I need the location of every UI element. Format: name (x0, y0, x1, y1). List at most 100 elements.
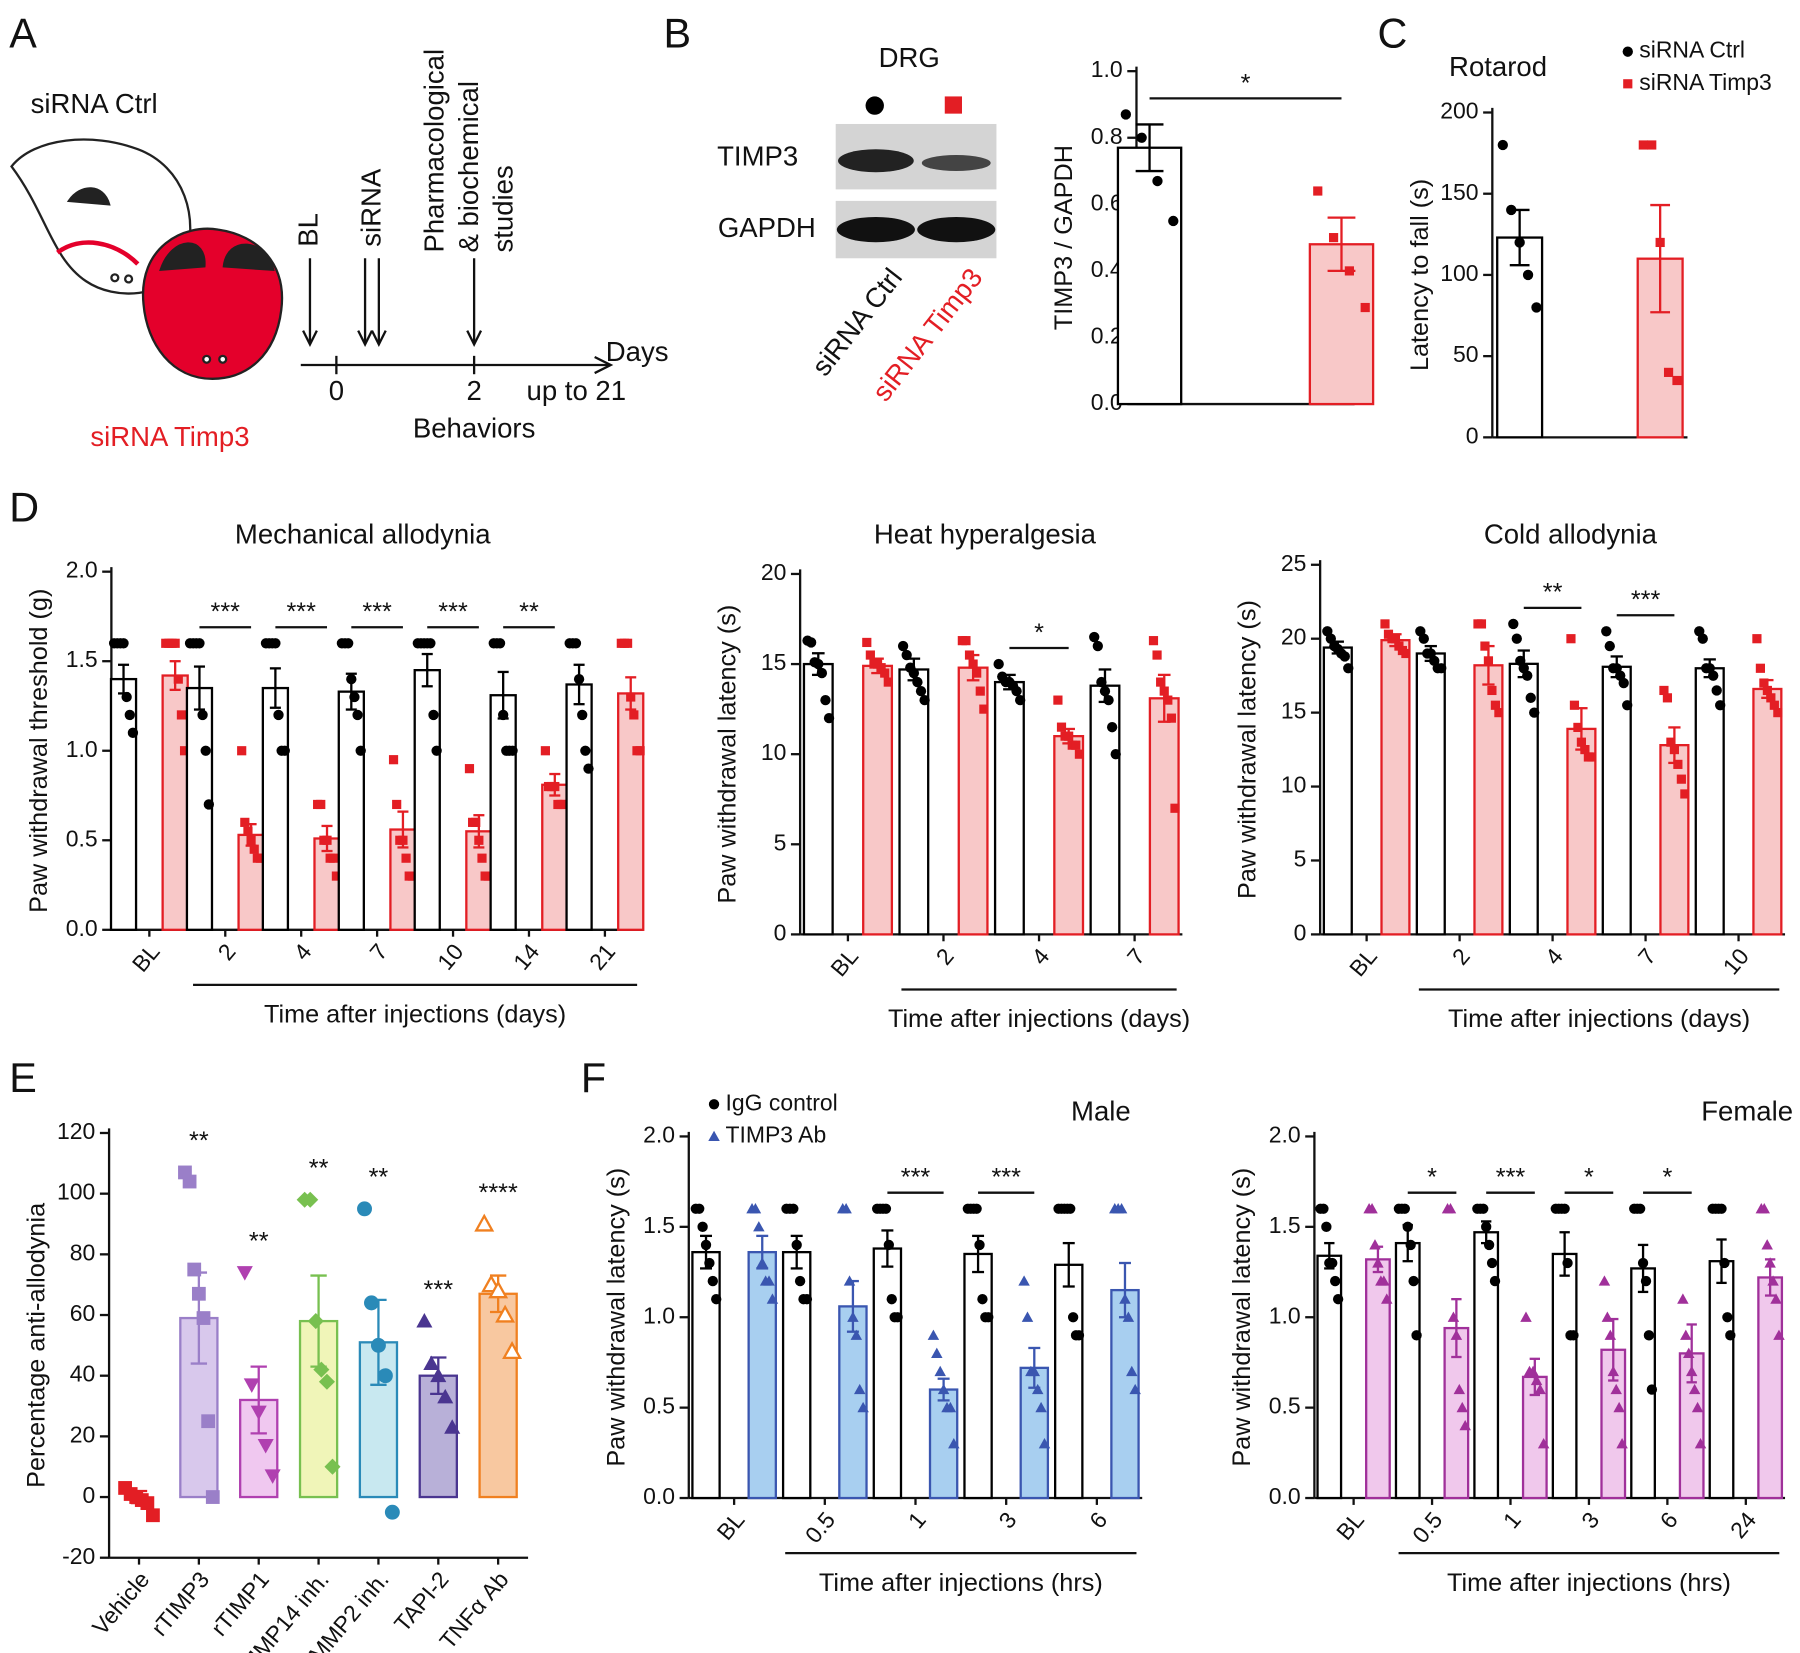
data-point (1685, 1365, 1698, 1377)
data-point (1313, 186, 1323, 196)
data-point (1773, 1329, 1785, 1340)
bar (872, 1247, 903, 1500)
data-point (883, 1239, 895, 1251)
y-tick-label: 1.0 (1269, 1302, 1301, 1328)
significance-label: *** (424, 1276, 454, 1304)
data-point (1573, 722, 1583, 733)
lane-marker (944, 96, 962, 114)
data-point (1481, 1221, 1492, 1233)
y-axis-label: Paw withdrawal latency (s) (1234, 600, 1262, 899)
data-point (1390, 634, 1401, 644)
data-point (1530, 1374, 1543, 1386)
data-point (883, 677, 893, 687)
y-axis-label: Latency to fall (s) (1406, 179, 1434, 371)
blot-row-label: TIMP3 (717, 141, 798, 172)
data-point (1152, 650, 1162, 660)
x-tick-label: 21 (584, 939, 620, 975)
data-point (173, 674, 183, 684)
data-point (1697, 633, 1708, 644)
y-tick-label: 0 (83, 1482, 96, 1508)
y-tick-label: 20 (1281, 624, 1307, 650)
data-point (1038, 1438, 1051, 1449)
panel-letter: D (9, 485, 39, 531)
data-point (823, 712, 835, 724)
y-tick-label: 200 (1440, 98, 1478, 124)
data-point (1126, 1365, 1138, 1377)
bar (1496, 236, 1544, 439)
data-point (249, 844, 259, 854)
data-point (1755, 663, 1765, 673)
blot-title: DRG (879, 42, 940, 73)
data-point (1089, 631, 1100, 643)
data-point (1366, 1203, 1378, 1214)
data-point (570, 638, 582, 649)
data-point (1673, 759, 1683, 769)
chart-title: Male (1071, 1096, 1131, 1127)
data-point (1321, 1221, 1332, 1233)
data-point (313, 1361, 330, 1378)
significance-label: *** (1496, 1164, 1526, 1192)
data-point (240, 817, 250, 827)
y-tick-label: 0.5 (1269, 1393, 1301, 1419)
bar (1694, 667, 1725, 936)
significance-label: *** (362, 598, 392, 626)
data-point (1122, 1311, 1135, 1322)
data-point (1476, 619, 1487, 629)
data-point (1598, 1275, 1611, 1286)
data-point (464, 764, 475, 774)
data-point (1159, 686, 1169, 696)
data-point (146, 1508, 160, 1523)
legend-marker (708, 1099, 720, 1110)
bar (747, 1250, 777, 1500)
data-point (243, 826, 253, 836)
y-tick-label: 80 (70, 1239, 96, 1265)
significance-label: *** (286, 598, 316, 626)
data-point (1330, 1275, 1341, 1287)
data-point (1607, 1365, 1619, 1377)
data-point (127, 727, 139, 738)
y-tick-label: 25 (1281, 550, 1307, 576)
data-point (993, 658, 1004, 670)
legend-label: TIMP3 Ab (726, 1122, 827, 1148)
y-tick-label: 150 (1440, 179, 1478, 205)
data-point (1053, 695, 1063, 705)
x-tick-label: BL (825, 943, 863, 981)
data-point (626, 692, 636, 702)
data-point (205, 1490, 220, 1504)
panel-letters: A B C D E F (9, 11, 1407, 1102)
data-point (187, 1262, 202, 1277)
significance-label: ** (1543, 579, 1563, 607)
data-point (1758, 1203, 1770, 1214)
data-point (964, 650, 975, 660)
data-point (1444, 1203, 1457, 1214)
data-point (483, 871, 493, 881)
data-point (243, 1378, 260, 1393)
bar (1148, 697, 1180, 936)
data-point (840, 1203, 852, 1214)
x-tick-label: 7 (1633, 943, 1661, 969)
data-point (1601, 626, 1612, 637)
data-point (1719, 1257, 1730, 1269)
data-point (176, 710, 187, 720)
data-point (977, 1293, 988, 1305)
data-point (1071, 740, 1081, 750)
data-point (255, 853, 266, 863)
data-point (179, 746, 190, 756)
data-point (1110, 749, 1121, 760)
data-point (392, 799, 402, 810)
data-point (1360, 302, 1370, 313)
data-point (1497, 139, 1508, 151)
significance-label: * (1034, 619, 1044, 647)
bar (413, 669, 441, 931)
data-point (876, 663, 886, 673)
y-tick-label: 0.5 (66, 825, 98, 851)
data-point (1534, 1383, 1546, 1395)
data-point (1677, 1293, 1689, 1304)
x-tick-label: 3 (1576, 1507, 1604, 1533)
x-tick-label: 3 (993, 1507, 1021, 1533)
blot-band (838, 149, 914, 173)
data-point (1028, 1365, 1041, 1377)
data-point (937, 1383, 950, 1395)
data-point (1486, 1257, 1498, 1269)
data-point (257, 1439, 274, 1454)
